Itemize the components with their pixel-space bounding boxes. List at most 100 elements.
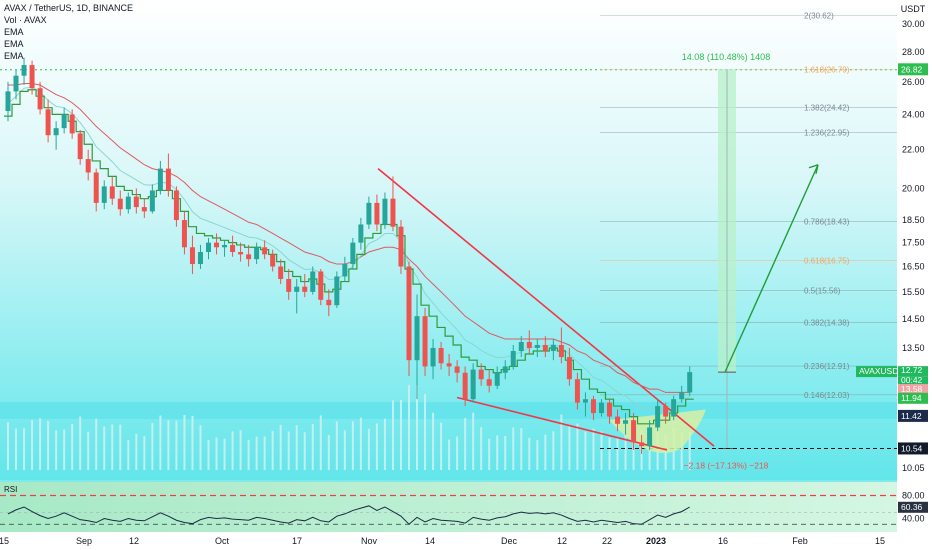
candle — [358, 217, 364, 250]
candle-body — [117, 198, 123, 210]
candle — [687, 366, 693, 396]
ema-fast-tag-bg — [898, 392, 928, 404]
volume-bar — [391, 400, 394, 470]
volume-bar — [512, 427, 515, 470]
time-tick-label: Feb — [792, 536, 808, 546]
volume-bar — [31, 420, 34, 470]
ema-fast-line — [3, 89, 694, 425]
candle — [21, 57, 27, 86]
countdown-tag-text: 00:42 — [901, 375, 923, 385]
candle-body — [566, 357, 572, 380]
candle-body — [598, 402, 604, 414]
support-zone-band — [0, 402, 897, 419]
candle-body — [109, 186, 115, 199]
volume-bar — [624, 433, 627, 470]
candle-body — [61, 114, 67, 129]
ema-label-3[interactable]: EMA — [4, 51, 24, 61]
candle-body — [125, 196, 131, 210]
volume-bar — [440, 422, 443, 470]
candle-body — [69, 114, 75, 134]
candle — [454, 360, 460, 383]
volume-bar — [215, 437, 218, 470]
fib-level-label: 1.618(26.79) — [804, 66, 850, 75]
price-tick-label: 15.50 — [902, 287, 925, 297]
volume-bar — [295, 425, 298, 470]
candle-body — [326, 299, 332, 306]
candle — [286, 268, 292, 300]
candle-body — [639, 442, 645, 447]
ema-price-tag-text: 13.58 — [901, 384, 923, 394]
target-price-tag: 26.82 — [898, 63, 928, 76]
candle — [206, 238, 211, 260]
candle — [534, 339, 540, 358]
ema-fast-tag: 11.94 — [898, 392, 928, 404]
candle-body — [181, 220, 187, 248]
candle-body — [77, 133, 83, 160]
candle — [141, 198, 147, 218]
symbol-title[interactable]: AVAX / TetherUS, 1D, BINANCE — [4, 3, 134, 13]
volume-bar — [103, 426, 106, 470]
candle-body — [302, 286, 308, 292]
volume-bar — [688, 431, 691, 470]
volume-bar — [279, 424, 282, 470]
target-price-tag-text: 26.82 — [901, 64, 923, 74]
ema-mid-tag: 11.42 — [898, 409, 928, 422]
candle — [262, 240, 268, 260]
candle — [639, 434, 645, 454]
volume-indicator-label[interactable]: Vol · AVAX — [4, 15, 47, 25]
candlestick-series[interactable] — [5, 57, 693, 454]
time-tick-label: 15 — [875, 536, 885, 546]
volume-bar — [496, 435, 499, 470]
rsi-tick-label: 40.00 — [902, 514, 925, 524]
volume-bar — [247, 439, 250, 470]
candle — [230, 235, 236, 257]
volume-bar — [343, 430, 346, 470]
volume-bar — [207, 440, 210, 470]
ema-fast-tag-text: 11.94 — [901, 393, 922, 403]
volume-bar — [271, 430, 274, 470]
candle-body — [615, 416, 621, 424]
candle — [406, 261, 412, 376]
candle — [390, 176, 396, 232]
ema-label-1[interactable]: EMA — [4, 27, 24, 37]
volume-bar — [608, 437, 611, 470]
symbol-price-tag-bg — [856, 366, 897, 378]
candle-body — [550, 344, 556, 351]
time-axis-background — [0, 532, 897, 550]
time-tick-label: Dec — [501, 536, 518, 546]
candle-body — [165, 168, 171, 191]
candle — [45, 99, 51, 143]
ema-mid-tag-bg — [898, 409, 928, 422]
candle-body — [246, 254, 252, 260]
candle — [222, 240, 228, 257]
low-price-tag-bg — [898, 442, 928, 455]
volume-bar — [335, 421, 338, 470]
volume-bar — [303, 432, 306, 470]
countdown-tag-bg — [898, 376, 928, 387]
candle — [326, 289, 332, 317]
candle — [101, 180, 107, 210]
candle — [189, 235, 195, 274]
candle-body — [478, 369, 484, 380]
time-tick-label: 15 — [0, 536, 9, 546]
volume-bar — [167, 420, 170, 470]
volume-bar — [87, 431, 90, 470]
candle-body — [647, 427, 653, 447]
candle-body — [149, 190, 155, 212]
volume-bar — [223, 438, 226, 470]
candle-body — [318, 271, 324, 300]
candle-body — [607, 402, 612, 417]
candle-body — [462, 372, 468, 400]
rsi-title[interactable]: RSI — [4, 485, 18, 494]
candle — [647, 420, 653, 450]
projection-arrow-head — [808, 164, 819, 174]
ema-price-tag-bg — [898, 384, 928, 396]
time-axis[interactable]: 15 Sep 12 Oct 17 Nov 14 Dec 12 22 2023 16 Feb 15 — [0, 536, 885, 546]
volume-bar — [39, 418, 42, 470]
volume-bar — [520, 428, 523, 470]
ema-label-2[interactable]: EMA — [4, 39, 24, 49]
volume-bar — [680, 432, 683, 470]
price-tick-label: 16.50 — [902, 262, 925, 272]
measure-down-label: −2.18 (−17.13%) −218 — [684, 460, 769, 470]
